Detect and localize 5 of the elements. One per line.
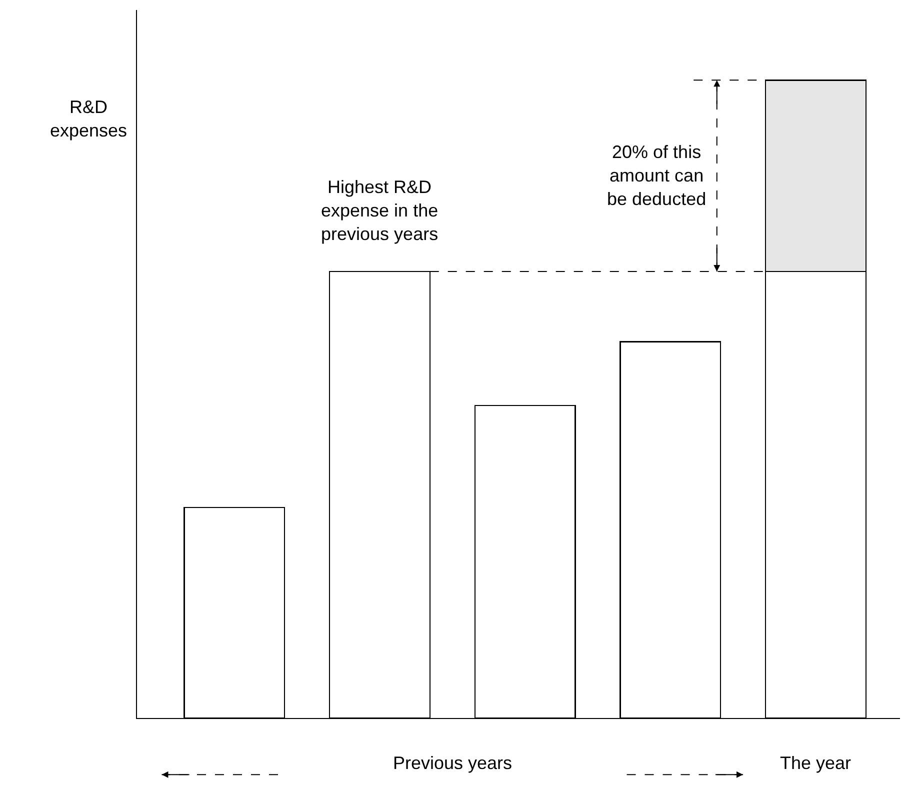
text: Previous years <box>393 753 512 773</box>
annotation: Highest R&D expense in the previous years <box>321 177 438 244</box>
annotation: 20% of this amount can be deducted <box>607 142 706 209</box>
text: The year <box>780 753 852 773</box>
y-axis-title: R&D expenses <box>50 97 128 140</box>
